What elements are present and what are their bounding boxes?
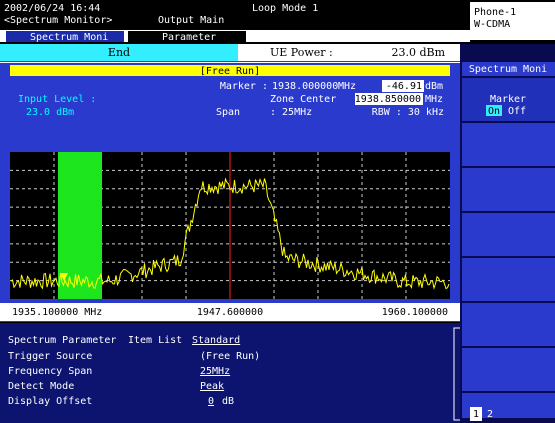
unit: MHz [338, 81, 356, 92]
marker-icon [60, 273, 68, 281]
param-value: (Free Run) [200, 351, 260, 362]
state-box [0, 44, 238, 61]
marker-freq: 1938.000000 [272, 81, 338, 92]
softkey-title: Spectrum Moni [469, 64, 547, 75]
page-label[interactable]: 2 [487, 409, 493, 420]
system: W-CDMA [474, 19, 510, 30]
softkey[interactable] [462, 78, 555, 121]
trace [10, 177, 450, 290]
tab[interactable] [6, 31, 124, 42]
unit: MHz [425, 94, 443, 105]
softkey[interactable] [462, 303, 555, 346]
phone-box [470, 2, 555, 40]
softkey[interactable] [462, 213, 555, 256]
softkey[interactable] [462, 168, 555, 211]
power-label: UE Power : [270, 46, 333, 59]
span: : 25MHz [270, 107, 312, 118]
item-list[interactable]: Standard [192, 335, 240, 346]
freq-start: 1935.100000 MHz [12, 307, 102, 318]
divider [0, 62, 460, 63]
param-name: Detect Mode [8, 381, 74, 392]
zone-center: 1938.850000 [355, 94, 421, 105]
tab-label[interactable]: Spectrum Moni [30, 32, 108, 43]
freq-center: 1947.600000 [197, 307, 263, 318]
softkeys [462, 78, 555, 418]
toggle-on-label[interactable]: On [488, 106, 500, 117]
field [382, 80, 424, 92]
phone: Phone-1 [474, 7, 516, 18]
item-list-label: Item List [128, 335, 182, 346]
softkey-header [462, 62, 555, 76]
power-box [238, 44, 460, 61]
field [355, 93, 423, 105]
toggle-off-label[interactable]: Off [508, 106, 526, 117]
screen-name: <Spectrum Monitor> [4, 15, 112, 26]
span-label: Span [216, 107, 240, 118]
softkey[interactable] [462, 348, 555, 391]
zone-label: Zone Center [270, 94, 336, 105]
softkey[interactable] [462, 123, 555, 166]
trigger: [Free Run] [200, 66, 260, 77]
param-name: Trigger Source [8, 351, 92, 362]
param-value[interactable]: 25MHz [200, 366, 230, 377]
mode: Loop Mode 1 [252, 3, 318, 14]
toggle-on[interactable] [486, 105, 502, 116]
tab-label[interactable]: Parameter [162, 32, 216, 43]
param-name: Display Offset [8, 396, 92, 407]
softkey-label[interactable]: Marker [490, 94, 526, 105]
datetime: 2002/06/24 16:44 [4, 3, 100, 14]
input-label: Input Level : [18, 94, 96, 105]
output: Output Main [158, 15, 224, 26]
param-title: Spectrum Parameter [8, 335, 116, 346]
rbw: RBW : 30 kHz [372, 107, 444, 118]
param-value[interactable]: Peak [200, 381, 224, 392]
marker-label: Marker : [220, 81, 268, 92]
freq-stop: 1960.100000 [382, 307, 448, 318]
param-unit: dB [222, 396, 234, 407]
page-tab[interactable] [470, 407, 482, 421]
power-value: 23.0 dBm [391, 46, 445, 59]
state: End [108, 46, 130, 59]
tab[interactable] [128, 31, 246, 42]
trigger-bar [10, 65, 450, 76]
param-name: Frequency Span [8, 366, 92, 377]
page-label[interactable]: 1 [473, 409, 479, 420]
unit: dBm [425, 81, 443, 92]
marker-level: -46.91 [386, 81, 422, 92]
param-panel [0, 323, 460, 423]
freq-bar [0, 303, 460, 321]
input-level: 23.0 dBm [26, 107, 74, 118]
param-value[interactable]: 0 [208, 396, 214, 407]
softkey[interactable] [462, 258, 555, 301]
